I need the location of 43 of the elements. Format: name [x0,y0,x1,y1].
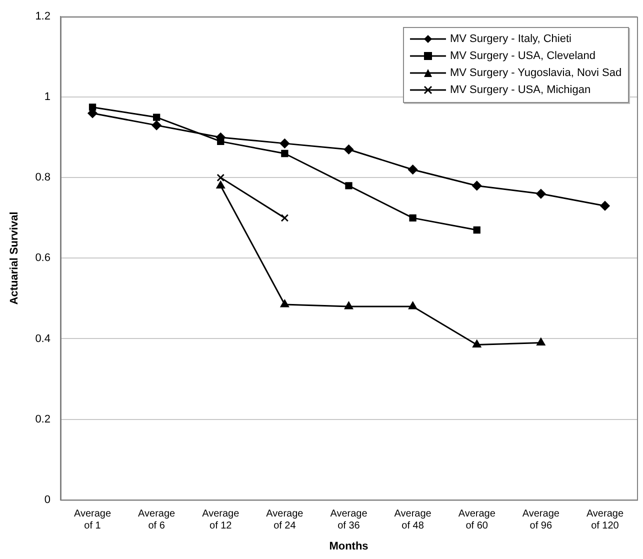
point [280,300,289,308]
y-tick-label: 0 [44,494,50,506]
y-tick-label: 1.2 [35,10,50,23]
point [536,338,546,346]
legend-label: MV Surgery - Italy, Chieti [450,33,572,46]
x-tick-label: Average of 96 [522,508,560,532]
point [408,164,418,174]
x-tick-label: Average of 6 [138,508,176,532]
point [152,120,162,130]
point [344,302,353,310]
point [536,189,546,199]
y-tick-label: 0.2 [35,413,50,426]
point [472,340,482,348]
x-tick-label: Average of 36 [330,508,368,532]
point [216,174,225,182]
point [344,144,354,154]
point [409,214,416,222]
legend-label: MV Surgery - USA, Michigan [450,84,591,96]
x-tick-label: Average of 60 [458,508,496,532]
x-tick-label: Average of 120 [586,508,624,532]
point [408,302,418,310]
x-axis-title: Months [329,540,368,552]
y-tick-label: 0.4 [35,332,50,345]
legend-label: MV Surgery - USA, Cleveland [450,50,596,62]
y-tick-label: 0.6 [35,252,50,264]
x-tick-label: Average of 1 [74,508,112,532]
point [345,182,352,190]
x-tick-label: Average of 24 [266,508,304,532]
y-axis-title: Actuarial Survival [8,212,21,305]
x-tick-label: Average of 48 [394,508,432,532]
y-tick-label: 0.8 [35,172,50,184]
y-tick-label: 1 [44,91,50,104]
legend-label: MV Surgery - Yugoslavia, Novi Sad [450,67,622,80]
point [280,138,290,148]
point [472,180,482,190]
point [473,226,480,234]
point [280,214,289,222]
x-tick-label: Average of 12 [202,508,240,532]
point [281,150,288,158]
point [153,114,160,121]
point [216,180,225,188]
point [88,104,96,111]
point [600,201,610,211]
